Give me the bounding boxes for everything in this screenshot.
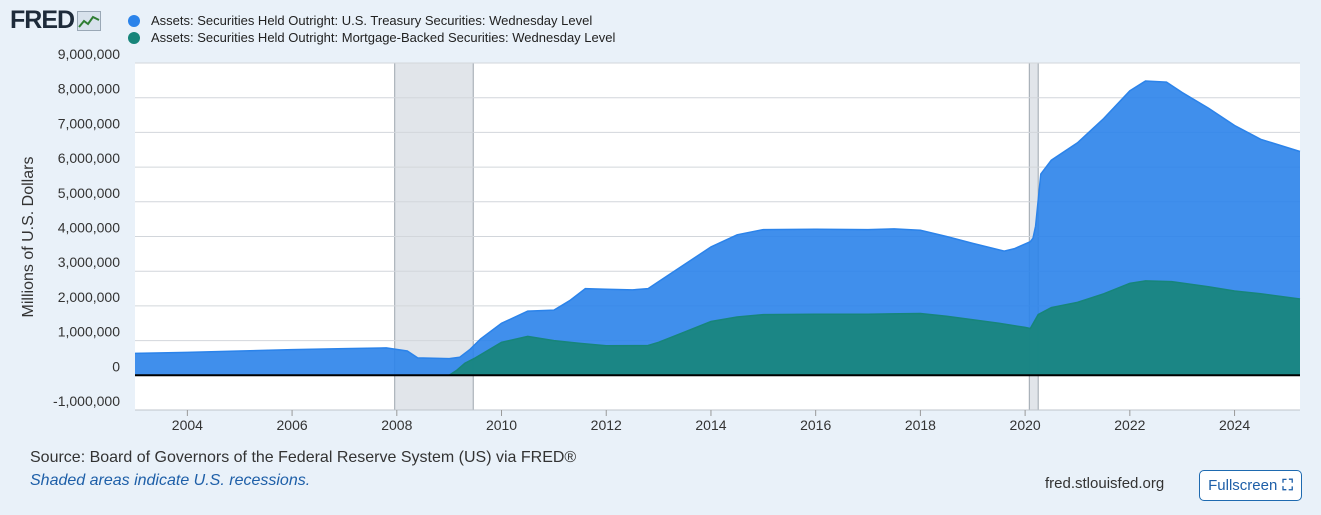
y-axis-label: Millions of U.S. Dollars <box>20 157 37 318</box>
chart-legend: Assets: Securities Held Outright: U.S. T… <box>128 12 615 46</box>
y-axis-ticks: 9,000,000 8,000,000 7,000,000 6,000,000 5,00… <box>53 46 120 409</box>
legend-label-mbs: Assets: Securities Held Outright: Mortga… <box>151 30 616 45</box>
legend-item-treasury[interactable]: Assets: Securities Held Outright: U.S. T… <box>128 12 615 29</box>
logo-chart-icon <box>77 10 102 31</box>
x-tick-label: 2010 <box>486 417 517 433</box>
site-url[interactable]: fred.stlouisfed.org <box>1045 475 1165 492</box>
series-area-1[interactable] <box>135 280 1300 376</box>
source-text: Source: Board of Governors of the Federa… <box>30 449 577 466</box>
fullscreen-label: Fullscreen <box>1208 477 1278 494</box>
legend-label-treasury: Assets: Securities Held Outright: U.S. T… <box>151 13 593 28</box>
legend-dot-mbs <box>128 31 140 44</box>
x-tick-label: 2024 <box>1219 417 1250 433</box>
x-tick-label: 2016 <box>800 417 831 433</box>
series-line-0 <box>134 80 1301 360</box>
expand-icon: ⛶ <box>1282 477 1293 494</box>
x-tick-label: 2006 <box>277 417 308 433</box>
y-tick-label: 1,000,000 <box>58 324 120 340</box>
series-line-1 <box>135 280 1301 377</box>
y-tick-label: 4,000,000 <box>58 220 120 236</box>
fred-logo[interactable]: FRED <box>10 6 102 35</box>
x-tick-label: 2004 <box>172 417 203 433</box>
chart-header: FRED Assets: Securities Held Outright: U… <box>0 0 1321 50</box>
x-tick-label: 2008 <box>381 417 412 433</box>
y-tick-label: 5,000,000 <box>58 185 120 201</box>
y-tick-label: -1,000,000 <box>53 393 120 409</box>
legend-dot-treasury <box>128 14 140 27</box>
x-tick-label: 2014 <box>695 417 726 433</box>
y-tick-label: 2,000,000 <box>58 289 120 305</box>
y-tick-label: 8,000,000 <box>58 81 120 97</box>
x-tick-label: 2022 <box>1114 417 1145 433</box>
y-tick-label: 0 <box>112 358 120 374</box>
legend-item-mbs[interactable]: Assets: Securities Held Outright: Mortga… <box>128 29 615 46</box>
y-tick-label: 9,000,000 <box>58 46 120 62</box>
logo-text: FRED <box>10 6 75 34</box>
x-tick-label: 2012 <box>591 417 622 433</box>
chart-svg: 9,000,000 8,000,000 7,000,000 6,000,000 5,00… <box>20 46 1301 433</box>
x-tick-label: 2018 <box>905 417 936 433</box>
fullscreen-button[interactable]: Fullscreen ⛶ <box>1199 470 1302 501</box>
recession-note: Shaded areas indicate U.S. recessions. <box>30 472 311 489</box>
x-axis-ticks: 2004 2006 2008 2010 2012 2014 2016 2018 2020 2022… <box>135 409 1300 433</box>
series-area-0[interactable] <box>135 81 1300 376</box>
y-tick-label: 6,000,000 <box>58 150 120 166</box>
series-areas <box>134 80 1301 377</box>
x-tick-label: 2020 <box>1010 417 1041 433</box>
y-tick-label: 7,000,000 <box>58 115 120 131</box>
y-tick-label: 3,000,000 <box>58 254 120 270</box>
